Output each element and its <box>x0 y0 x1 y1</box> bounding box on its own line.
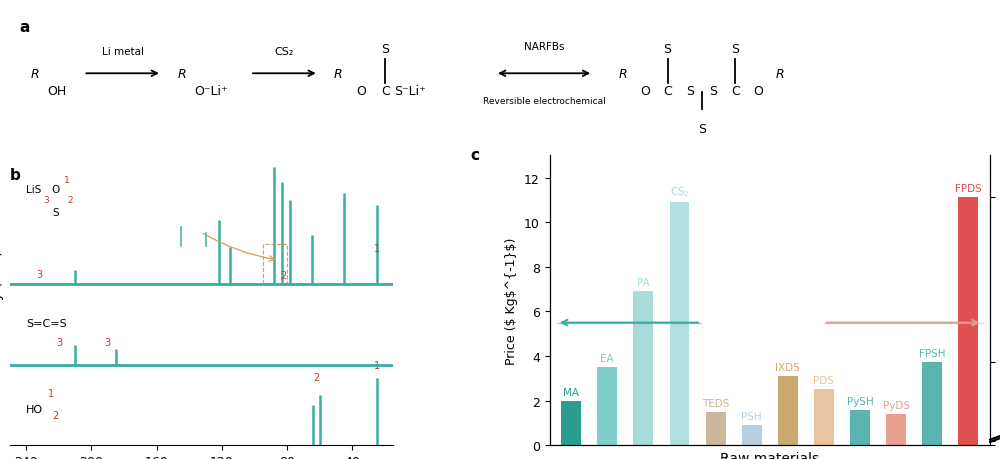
Text: 3: 3 <box>36 269 42 279</box>
Text: O⁻Li⁺: O⁻Li⁺ <box>194 85 228 98</box>
Text: R: R <box>177 67 186 81</box>
Text: 3: 3 <box>105 337 111 347</box>
Text: C: C <box>731 85 740 98</box>
Text: 2: 2 <box>313 372 320 382</box>
Text: FPDS: FPDS <box>955 184 982 193</box>
Text: TEDS: TEDS <box>702 398 729 408</box>
Text: S: S <box>686 85 694 98</box>
Bar <box>670 203 689 445</box>
Text: 1: 1 <box>374 243 380 253</box>
Text: c: c <box>470 147 479 162</box>
Text: 2: 2 <box>67 196 73 205</box>
Text: PySH: PySH <box>847 396 873 406</box>
Text: R: R <box>30 67 39 81</box>
Text: FPSH: FPSH <box>919 349 945 358</box>
Text: O: O <box>52 185 60 195</box>
Text: O: O <box>753 85 763 98</box>
Text: O: O <box>356 85 366 98</box>
X-axis label: Raw materials: Raw materials <box>720 451 819 459</box>
Bar <box>706 412 726 445</box>
Bar <box>597 367 617 445</box>
Bar <box>814 390 834 445</box>
Text: a: a <box>20 20 30 35</box>
Bar <box>633 292 653 445</box>
Text: Li metal: Li metal <box>102 46 144 56</box>
Text: C: C <box>381 85 390 98</box>
Bar <box>958 197 978 445</box>
Text: NARFBs: NARFBs <box>524 41 564 51</box>
Bar <box>263 245 287 283</box>
Y-axis label: Price ($ Kg$^{-1}$): Price ($ Kg$^{-1}$) <box>505 237 518 364</box>
Text: 2: 2 <box>53 410 59 420</box>
Bar <box>886 414 906 445</box>
Text: OH: OH <box>47 85 67 98</box>
Text: 1: 1 <box>64 176 70 185</box>
Text: S=C=S: S=C=S <box>26 318 67 328</box>
Text: CS₂: CS₂ <box>275 46 294 56</box>
Text: 1: 1 <box>48 388 54 398</box>
Text: S: S <box>52 207 59 217</box>
Text: HO: HO <box>26 404 43 414</box>
Text: 1: 1 <box>374 360 380 370</box>
Bar <box>850 409 870 445</box>
Text: S: S <box>731 43 739 56</box>
Text: EA: EA <box>600 353 614 364</box>
Text: C: C <box>663 85 672 98</box>
Bar <box>742 425 762 445</box>
Bar <box>778 376 798 445</box>
Text: b: b <box>10 168 21 183</box>
Bar <box>561 401 581 445</box>
Text: Reversible electrochemical: Reversible electrochemical <box>483 97 605 106</box>
Text: MA: MA <box>563 387 579 397</box>
Text: PDS: PDS <box>813 375 834 386</box>
Text: S: S <box>664 43 672 56</box>
Text: LiS: LiS <box>26 185 42 195</box>
Text: PSH: PSH <box>741 411 762 421</box>
Text: R: R <box>618 67 627 81</box>
Text: R: R <box>334 67 343 81</box>
Text: S: S <box>381 43 389 56</box>
Text: IXDS: IXDS <box>775 362 800 372</box>
Text: 3: 3 <box>43 196 49 205</box>
Bar <box>922 363 942 445</box>
Text: 3: 3 <box>56 337 62 347</box>
Text: S⁻Li⁺: S⁻Li⁺ <box>394 85 426 98</box>
Text: S: S <box>698 123 706 136</box>
Text: S: S <box>709 85 717 98</box>
Text: PyDS: PyDS <box>883 400 910 410</box>
Text: PA: PA <box>637 278 650 288</box>
Text: 2: 2 <box>281 270 287 280</box>
Y-axis label: Intensity (a.u.): Intensity (a.u.) <box>0 250 4 351</box>
Text: CS$_2$: CS$_2$ <box>670 185 689 199</box>
Text: O: O <box>640 85 650 98</box>
Text: R: R <box>776 67 785 81</box>
